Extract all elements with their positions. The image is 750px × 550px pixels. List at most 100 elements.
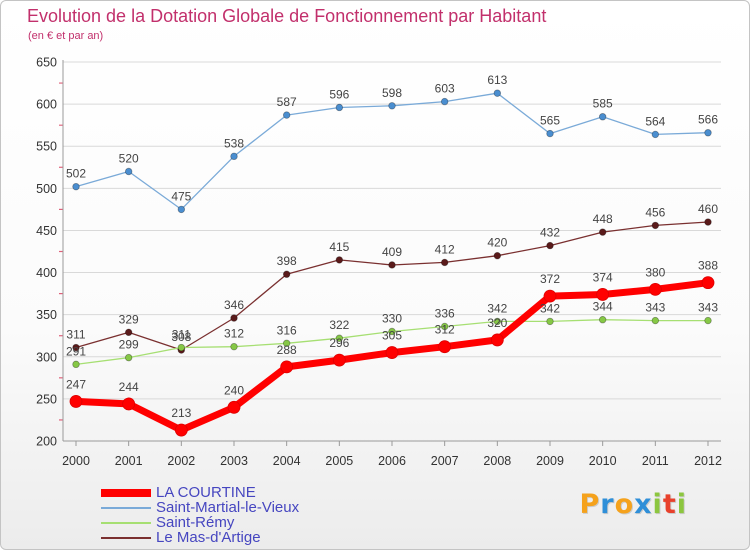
data-point-la-courtine [227, 400, 241, 414]
legend-label-le-mas-d-artige: Le Mas-d'Artige [156, 529, 261, 546]
data-label-le-mas-d-artige: 346 [224, 298, 244, 312]
data-point-saint-remy [72, 360, 80, 369]
data-label-saint-martial-le-vieux: 603 [435, 82, 455, 96]
x-tick-label: 2009 [536, 454, 564, 468]
data-point-la-courtine [385, 346, 399, 359]
x-tick-label: 2006 [378, 454, 406, 468]
x-tick-label: 2005 [325, 454, 353, 468]
legend: LA COURTINE Saint-Martial-le-Vieux Saint… [101, 485, 299, 545]
legend-item-saint-remy: Saint-Rémy [101, 515, 299, 530]
data-label-le-mas-d-artige: 398 [277, 254, 297, 268]
data-label-saint-martial-le-vieux: 565 [540, 114, 560, 128]
legend-item-le-mas-d-artige: Le Mas-d'Artige [101, 530, 299, 545]
data-point-la-courtine [280, 360, 294, 374]
data-label-saint-martial-le-vieux: 566 [698, 113, 718, 127]
legend-swatch-saint-remy [101, 521, 151, 524]
data-label-saint-martial-le-vieux: 613 [487, 73, 507, 87]
data-point-saint-remy [651, 316, 660, 325]
data-label-le-mas-d-artige: 409 [382, 245, 402, 259]
data-label-la-courtine: 213 [171, 406, 191, 420]
data-label-le-mas-d-artige: 456 [645, 205, 665, 219]
data-point-saint-martial-le-vieux [598, 113, 607, 121]
data-label-saint-martial-le-vieux: 520 [119, 151, 139, 165]
data-point-le-mas-d-artige [282, 270, 291, 278]
data-label-saint-remy: 311 [172, 328, 191, 342]
data-label-saint-martial-le-vieux: 598 [382, 86, 402, 100]
data-point-saint-martial-le-vieux [388, 102, 396, 110]
data-label-saint-martial-le-vieux: 585 [593, 97, 613, 111]
data-label-le-mas-d-artige: 420 [487, 236, 507, 250]
data-label-saint-remy: 312 [224, 327, 244, 341]
data-point-saint-martial-le-vieux [335, 103, 344, 112]
data-point-saint-martial-le-vieux [440, 97, 449, 106]
legend-label-saint-remy: Saint-Rémy [156, 514, 235, 531]
data-label-saint-martial-le-vieux: 587 [277, 95, 297, 109]
data-point-saint-remy [230, 342, 238, 351]
data-point-saint-remy [704, 316, 712, 325]
data-point-saint-remy [177, 343, 186, 352]
data-label-saint-remy: 344 [593, 300, 613, 314]
data-label-la-courtine: 320 [487, 316, 507, 330]
data-label-saint-remy: 316 [277, 323, 297, 337]
y-tick-label: 650 [36, 56, 57, 70]
logo-letter: i [652, 489, 663, 520]
data-label-saint-remy: 343 [698, 301, 718, 315]
legend-swatch-la-courtine [101, 488, 151, 497]
data-point-saint-martial-le-vieux [493, 89, 502, 97]
logo-letter: P [579, 489, 601, 520]
data-point-saint-remy [282, 339, 291, 348]
proxiti-logo: Proxiti [579, 489, 687, 520]
data-label-la-courtine: 372 [540, 272, 560, 286]
data-label-saint-remy: 342 [540, 301, 560, 315]
data-point-saint-remy [546, 317, 554, 326]
x-tick-label: 2007 [431, 454, 459, 468]
data-point-la-courtine [438, 340, 452, 354]
x-tick-label: 2010 [589, 454, 617, 468]
data-label-le-mas-d-artige: 311 [66, 328, 85, 342]
data-label-la-courtine: 244 [119, 380, 139, 394]
data-point-le-mas-d-artige [230, 314, 238, 322]
data-label-saint-remy: 299 [119, 338, 139, 352]
y-tick-label: 300 [36, 350, 57, 364]
data-point-le-mas-d-artige [704, 218, 712, 226]
x-tick-label: 2001 [115, 454, 143, 468]
y-tick-label: 500 [36, 182, 57, 196]
data-label-la-courtine: 380 [645, 265, 665, 279]
data-point-le-mas-d-artige [72, 343, 80, 352]
data-label-la-courtine: 374 [593, 270, 613, 284]
data-label-la-courtine: 305 [382, 329, 402, 343]
data-label-la-courtine: 240 [224, 383, 244, 397]
chart-title: Evolution de la Dotation Globale de Fonc… [27, 6, 547, 26]
data-label-saint-remy: 342 [487, 301, 507, 315]
logo-letter: i [676, 489, 687, 520]
data-point-saint-martial-le-vieux [230, 152, 238, 161]
data-point-le-mas-d-artige [546, 241, 554, 250]
data-point-saint-remy [388, 327, 396, 336]
y-tick-label: 450 [36, 224, 57, 238]
data-point-le-mas-d-artige [335, 256, 344, 264]
x-tick-label: 2008 [483, 454, 511, 468]
logo-letter: x [634, 489, 653, 520]
y-tick-label: 250 [36, 392, 57, 406]
data-label-saint-remy: 322 [329, 318, 349, 332]
data-point-la-courtine [174, 423, 188, 437]
data-point-saint-martial-le-vieux [282, 111, 291, 119]
data-label-saint-martial-le-vieux: 564 [645, 114, 665, 128]
data-label-la-courtine: 388 [698, 259, 718, 273]
legend-label-saint-martial-le-vieux: Saint-Martial-le-Vieux [156, 499, 300, 516]
legend-swatch-le-mas-d-artige [101, 536, 151, 539]
data-label-saint-martial-le-vieux: 596 [329, 87, 349, 101]
data-point-saint-remy [124, 353, 133, 362]
data-label-la-courtine: 247 [66, 377, 86, 391]
data-point-le-mas-d-artige [493, 252, 502, 260]
data-point-saint-martial-le-vieux [177, 205, 186, 214]
data-point-le-mas-d-artige [440, 258, 449, 267]
data-label-le-mas-d-artige: 460 [698, 202, 718, 216]
data-point-saint-remy [493, 317, 502, 326]
x-tick-label: 2003 [220, 454, 248, 468]
data-point-saint-martial-le-vieux [124, 167, 133, 176]
data-point-saint-remy [440, 322, 449, 331]
data-point-la-courtine [648, 282, 662, 296]
data-label-saint-martial-le-vieux: 538 [224, 136, 244, 150]
data-point-la-courtine [332, 353, 346, 367]
